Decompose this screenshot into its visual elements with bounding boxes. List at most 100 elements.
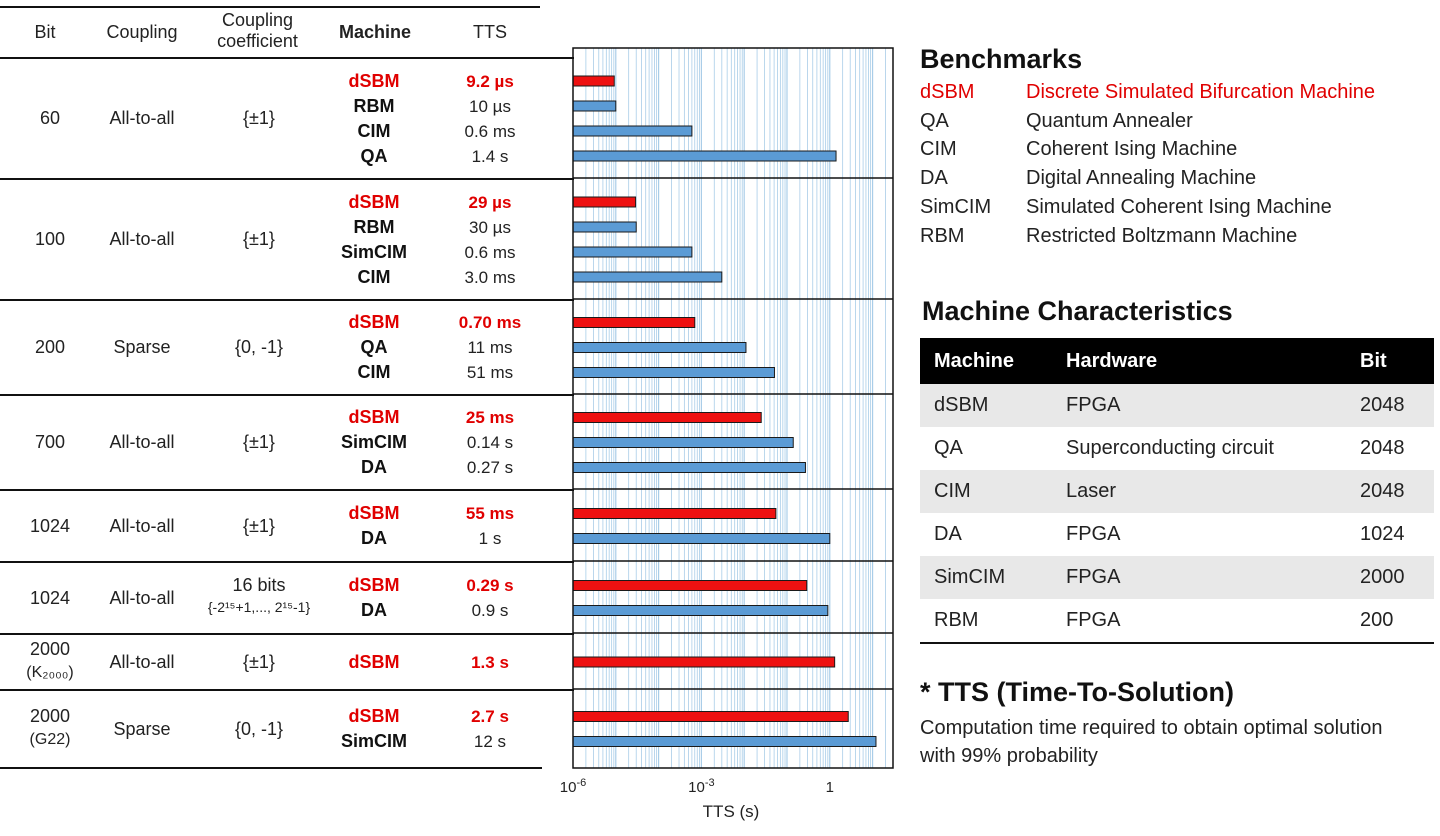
row-machine: QA — [360, 145, 388, 166]
mc-cell-hardware: Laser — [1052, 470, 1346, 513]
benchmark-full-name: Quantum Annealer — [1026, 109, 1193, 132]
bar-da — [572, 533, 831, 544]
row-tts: 11 ms — [467, 338, 513, 357]
row-tts: 55 ms — [465, 504, 515, 523]
row-coefficient: {±1} — [243, 432, 275, 452]
row-bit: 60 — [39, 108, 61, 128]
tick-labels: 10-6 10-3 1 TTS (s) — [560, 777, 834, 821]
row-coupling: Sparse — [113, 718, 171, 739]
row-coupling: All-to-all — [109, 432, 175, 452]
x-axis-label: TTS (s) — [703, 802, 760, 821]
mc-cell-bit: 200 — [1346, 599, 1434, 644]
row-coefficient-line1: 16 bits — [232, 575, 286, 595]
bar-cim — [572, 367, 775, 378]
axes — [572, 47, 894, 769]
row-machine: DA — [361, 528, 387, 548]
bar-simcim — [572, 437, 794, 448]
row-coefficient: {0, -1} — [234, 337, 284, 357]
row-coefficient-line2: {-2¹⁵+1,..., 2¹⁵-1} — [207, 599, 311, 615]
bar-dsbm — [572, 412, 762, 423]
bar-dsbm — [572, 508, 777, 519]
row-tts: 1.4 s — [471, 146, 509, 166]
plot-frame — [572, 47, 894, 769]
row-tts: 51 ms — [466, 363, 514, 382]
mc-cell-hardware: Superconducting circuit — [1066, 437, 1274, 459]
benchmarks-title: Benchmarks — [920, 44, 1083, 74]
bar-dsbm — [572, 75, 615, 87]
mc-header-machine: Machine — [920, 338, 1052, 384]
benchmark-abbr: QA — [920, 109, 949, 132]
row-coupling: Sparse — [113, 337, 171, 357]
row-tts: 0.14 s — [466, 433, 514, 452]
mc-cell-bit: 2048 — [1346, 384, 1434, 427]
row-machine: CIM — [357, 266, 391, 287]
mc-body: dSBM FPGA 2048 QA Superconducting circuit 204… — [920, 384, 1434, 644]
row-divider — [0, 561, 574, 563]
row-coefficient: {0, -1} — [234, 718, 284, 739]
row-machine: SimCIM — [340, 241, 407, 262]
mc-cell-machine: CIM — [920, 470, 1052, 513]
mc-cell-bit: 2048 — [1360, 437, 1405, 459]
row-bit: 200 — [34, 337, 66, 357]
row-coupling: All-to-all — [109, 229, 175, 249]
benchmark-full-name: Discrete Simulated Bifurcation Machine — [1026, 81, 1376, 103]
row-tts: 12 s — [473, 732, 507, 751]
bar-dsbm — [572, 711, 849, 722]
tts-note-title: * TTS (Time-To-Solution) — [920, 677, 1234, 707]
row-machine: dSBM — [348, 407, 400, 427]
header-machine: Machine — [338, 22, 412, 42]
mc-cell-hardware: FPGA — [1052, 384, 1346, 427]
row-tts: 1.3 s — [471, 652, 509, 672]
row-coupling: All-to-all — [109, 515, 175, 536]
row-bit: 100 — [34, 229, 66, 249]
x-tick-label: 10-3 — [688, 777, 714, 796]
mc-cell-hardware: FPGA — [1066, 523, 1121, 545]
benchmark-abbr: RBM — [920, 224, 965, 247]
bar-dsbm — [572, 317, 696, 328]
row-tts: 29 µs — [468, 192, 512, 212]
header-coupling: Coupling — [106, 22, 178, 42]
mc-header-row: Machine Hardware Bit — [920, 338, 1434, 384]
row-machine: DA — [361, 600, 387, 620]
row-machine: CIM — [357, 362, 391, 382]
row-machine: dSBM — [348, 312, 400, 332]
bar-dsbm — [572, 656, 836, 668]
mc-cell-bit: 1024 — [1360, 523, 1405, 545]
mc-cell-hardware: FPGA — [1052, 599, 1346, 644]
benchmark-item: dSBM Discrete Simulated Bifurcation Machi… — [920, 81, 1430, 109]
row-bit-value: 2000 — [29, 639, 71, 659]
mc-header-hardware: Hardware — [1052, 338, 1346, 384]
mc-header-bit: Bit — [1346, 338, 1434, 384]
row-tts: 3.0 ms — [464, 267, 516, 287]
row-bit: 2000 (G22) — [10, 704, 90, 752]
row-tts: 2.7 s — [471, 707, 509, 726]
x-tick-label: 10-6 — [560, 777, 586, 796]
mc-cell-bit: 2048 — [1346, 470, 1434, 513]
benchmarks-legend: Benchmarks dSBM Discrete Simulated Bifurc… — [920, 44, 1430, 247]
bar-dsbm — [572, 196, 637, 208]
row-machine: QA — [360, 337, 388, 357]
bar-qa — [572, 150, 837, 162]
row-tts: 25 ms — [465, 408, 515, 427]
benchmark-item: RBM Restricted Boltzmann Machine — [920, 225, 1430, 253]
mc-cell-machine: QA — [934, 437, 963, 459]
mc-row: dSBM FPGA 2048 — [920, 384, 1434, 427]
benchmark-abbr: DA — [920, 167, 948, 190]
row-machine: RBM — [353, 95, 395, 116]
row-coupling: All-to-all — [109, 651, 175, 672]
bar-rbm — [572, 100, 617, 112]
row-coefficient: {±1} — [243, 229, 275, 249]
benchmark-item: SimCIM Simulated Coherent Ising Machine — [920, 196, 1430, 224]
machine-characteristics-table: Machine Hardware Bit dSBM FPGA 2048 QA Super… — [920, 338, 1434, 644]
row-coefficient: 16 bits {-2¹⁵+1,..., 2¹⁵-1} — [195, 574, 323, 618]
row-divider — [0, 633, 574, 635]
row-coefficient: {±1} — [243, 651, 275, 672]
row-machine: SimCIM — [340, 432, 407, 452]
row-tts: 0.29 s — [466, 576, 514, 595]
mc-cell-machine: dSBM — [920, 384, 1052, 427]
row-machine: dSBM — [348, 706, 400, 726]
row-machine: RBM — [353, 216, 395, 237]
row-tts: 1 s — [478, 529, 502, 548]
mc-row: RBM FPGA 200 — [920, 599, 1434, 644]
row-machine: SimCIM — [340, 731, 407, 751]
